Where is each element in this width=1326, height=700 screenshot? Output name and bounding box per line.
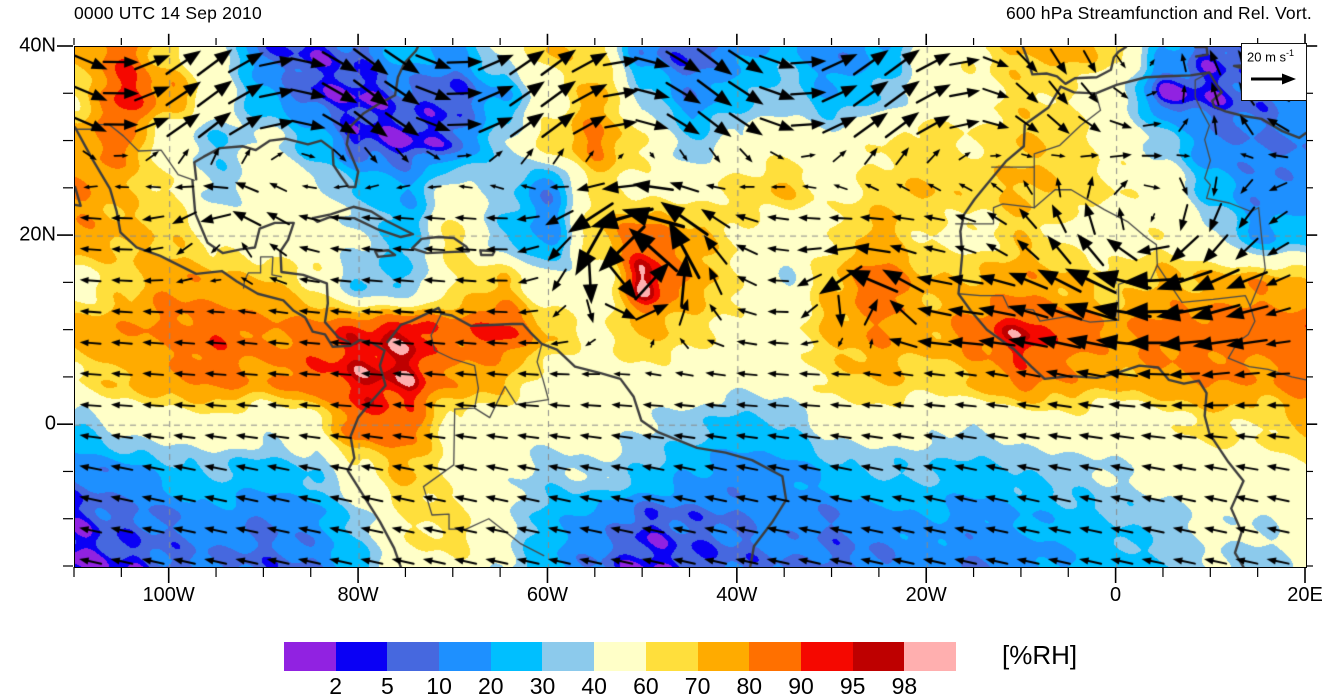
colorbar: [284, 642, 956, 671]
colorbar-cell: [387, 642, 440, 671]
lat-tick-label: 20N: [19, 223, 56, 246]
colorbar-cell: [542, 642, 595, 671]
colorbar-tick-label: 30: [529, 673, 556, 699]
colorbar-tick-label: 60: [633, 673, 659, 699]
colorbar-tick-label: 10: [426, 673, 452, 699]
field-title: 600 hPa Streamfunction and Rel. Vort.: [1005, 3, 1312, 23]
colorbar-tick-label: 98: [891, 673, 918, 699]
colorbar-cell: [490, 642, 543, 671]
colorbar-cell: [697, 642, 750, 671]
lon-tick-label: 20W: [905, 584, 947, 606]
colorbar-cell: [749, 642, 801, 671]
wind-speed-legend: 20 m s-1: [1241, 43, 1307, 101]
colorbar-cell: [800, 642, 853, 671]
timestamp-title: 0000 UTC 14 Sep 2010: [74, 3, 262, 23]
colorbar-tick-label: 5: [380, 673, 394, 699]
colorbar-tick-label: 20: [478, 673, 504, 699]
lat-tick-label: 0: [44, 412, 56, 435]
colorbar-tick-label: 80: [736, 673, 763, 699]
colorbar-cell: [335, 642, 388, 671]
lon-tick-label: 80W: [337, 584, 379, 606]
colorbar-tick-label: 2: [329, 673, 343, 699]
colorbar-tick-label: 90: [788, 673, 814, 699]
colorbar-units-label: [%RH]: [1002, 640, 1078, 670]
colorbar-cell: [904, 642, 956, 671]
lon-tick-label: 20E: [1287, 584, 1323, 606]
colorbar-cell: [594, 642, 646, 671]
colorbar-cell: [284, 642, 336, 671]
map-panel: 20 m s-1: [74, 43, 1307, 568]
colorbar-cell: [645, 642, 698, 671]
colorbar-cell: [439, 642, 491, 671]
wind-coastline-canvas: [75, 47, 1306, 567]
lat-tick-label: 40N: [19, 34, 56, 57]
wind-speed-legend-label: 20 m s-1: [1247, 48, 1295, 65]
colorbar-cell: [852, 642, 905, 671]
lon-tick-label: 0: [1110, 584, 1122, 606]
reference-arrow-icon: [1251, 73, 1296, 85]
colorbar-tick-label: 70: [684, 673, 711, 699]
colorbar-tick-label: 95: [839, 673, 866, 699]
colorbar-tick-label: 40: [581, 673, 607, 699]
lon-tick-label: 60W: [526, 584, 569, 606]
lon-tick-label: 40W: [716, 584, 758, 606]
lon-tick-label: 100W: [142, 584, 195, 606]
